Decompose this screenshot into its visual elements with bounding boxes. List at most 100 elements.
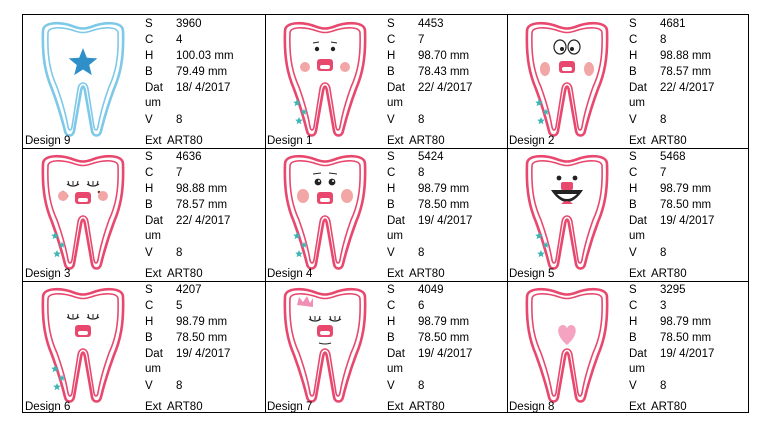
info-row-ext: Ext ART80: [629, 268, 687, 280]
info-key: Datum: [387, 348, 405, 375]
info-value: 7: [176, 167, 183, 179]
info-value: 19/ 4/2017: [660, 348, 715, 360]
info-key: Ext: [145, 135, 162, 147]
design-thumbnail[interactable]: Design 7: [265, 281, 385, 414]
info-value: 22/ 4/2017: [176, 215, 231, 227]
info-row-ext: Ext ART80: [387, 268, 445, 280]
info-value: 6: [418, 300, 425, 312]
info-key: Datum: [387, 82, 405, 109]
info-key: V: [629, 380, 637, 392]
info-value: 19/ 4/2017: [660, 215, 715, 227]
info-key: Ext: [629, 135, 646, 147]
closed-eye-icon: [86, 316, 100, 320]
info-value: ART80: [409, 135, 445, 147]
info-value: 8: [176, 380, 183, 392]
info-value: 4636: [176, 151, 202, 163]
tooth-icon: [41, 21, 125, 137]
tooth-icon: [41, 154, 125, 270]
design-thumbnail[interactable]: Design 4: [265, 148, 385, 281]
info-value: 8: [660, 114, 667, 126]
design-thumbnail[interactable]: Design 5: [507, 148, 627, 281]
cheek-icon: [300, 62, 310, 72]
design-thumbnail[interactable]: Design 6: [23, 281, 143, 414]
info-value: 7: [418, 34, 425, 46]
info-key: Ext: [629, 401, 646, 413]
info-key: S: [629, 18, 637, 30]
cheek-icon: [58, 191, 68, 201]
small-star-icon: [293, 99, 301, 107]
design-cell[interactable]: Design 4 S 5424 C 8 H 98.79 mm B 78.50 mm Datum 19…: [265, 148, 507, 281]
info-key: V: [145, 380, 153, 392]
design-name: Design 4: [267, 268, 313, 280]
info-key: Datum: [387, 215, 405, 242]
cheek-icon: [340, 62, 350, 72]
info-value: ART80: [167, 268, 203, 280]
design-thumbnail[interactable]: Design 2: [507, 15, 627, 148]
info-key: S: [145, 18, 153, 30]
eye-icon: [567, 39, 581, 55]
small-star-icon: [535, 232, 543, 240]
info-key: B: [629, 332, 637, 344]
design-cell[interactable]: Design 8 S 3295 C 3 H 98.79 mm B 78.50 mm Datum 19…: [507, 281, 749, 414]
design-cell[interactable]: Design 6 S 4207 C 5 H 98.79 mm B 78.50 mm Datum 19…: [23, 281, 265, 414]
info-key: H: [145, 316, 154, 328]
info-value: ART80: [651, 135, 687, 147]
info-value: 5424: [418, 151, 444, 163]
info-value: 8: [418, 167, 425, 179]
design-thumbnail[interactable]: Design 3: [23, 148, 143, 281]
eye-icon: [328, 178, 336, 186]
tooth-icon: [283, 21, 367, 137]
info-key: V: [145, 247, 153, 259]
small-star-icon: [293, 232, 301, 240]
info-key: C: [145, 167, 154, 179]
eye-icon: [553, 39, 567, 55]
grid-divider: [23, 281, 748, 282]
info-value: 78.57 mm: [176, 199, 228, 211]
info-value: 4: [176, 34, 183, 46]
design-sheet: Design 9 S 3960 C 4 H 100.03 mm B 79.49 mm Datum 1…: [22, 14, 749, 413]
info-key: C: [145, 300, 154, 312]
info-value: 98.88 mm: [176, 183, 228, 195]
info-key: H: [629, 183, 638, 195]
tooth-icon: [283, 287, 367, 403]
design-cell[interactable]: Design 2 S 4681 C 8 H 98.88 mm B 78.57 mm Datum 22…: [507, 15, 749, 148]
design-cell[interactable]: Design 3 S 4636 C 7 H 98.88 mm B 78.57 mm Datum 22…: [23, 148, 265, 281]
closed-eye-icon: [66, 183, 80, 187]
info-key: B: [387, 332, 395, 344]
small-star-icon: [537, 117, 545, 125]
info-key: B: [629, 66, 637, 78]
info-key: C: [629, 34, 638, 46]
design-thumbnail[interactable]: Design 9: [23, 15, 143, 148]
design-cell[interactable]: Design 5 S 5468 C 7 H 98.79 mm B 78.50 mm Datum 19…: [507, 148, 749, 281]
eye-icon: [556, 175, 562, 181]
info-value: ART80: [409, 401, 445, 413]
info-key: B: [145, 66, 153, 78]
info-row-ext: Ext ART80: [629, 135, 687, 147]
info-key: S: [629, 151, 637, 163]
info-value: 78.50 mm: [418, 332, 470, 344]
small-star-icon: [51, 232, 59, 240]
design-thumbnail[interactable]: Design 1: [265, 15, 385, 148]
info-value: 98.79 mm: [418, 316, 470, 328]
info-value: 3295: [660, 284, 686, 296]
cheek-icon: [341, 189, 353, 203]
cheek-icon: [98, 191, 108, 201]
info-key: Ext: [145, 268, 162, 280]
info-key: B: [387, 199, 395, 211]
info-value: 98.79 mm: [176, 316, 228, 328]
info-key: B: [629, 199, 637, 211]
small-star-icon: [542, 241, 550, 248]
design-cell[interactable]: Design 7 S 4049 C 6 H 98.79 mm B 78.50 mm Datum 19…: [265, 281, 507, 414]
star-icon: [68, 48, 98, 76]
design-cell[interactable]: Design 1 S 4453 C 7 H 98.70 mm B 78.43 mm Datum 22…: [265, 15, 507, 148]
info-value: 22/ 4/2017: [418, 82, 473, 94]
info-key: Ext: [387, 401, 404, 413]
closed-eye-icon: [86, 183, 100, 187]
grid-divider: [265, 15, 266, 412]
design-thumbnail[interactable]: Design 8: [507, 281, 627, 414]
info-value: 78.50 mm: [176, 332, 228, 344]
info-key: Datum: [145, 215, 163, 242]
info-key: C: [629, 300, 638, 312]
small-star-icon: [58, 374, 66, 381]
design-cell[interactable]: Design 9 S 3960 C 4 H 100.03 mm B 79.49 mm Datum 1…: [23, 15, 265, 148]
